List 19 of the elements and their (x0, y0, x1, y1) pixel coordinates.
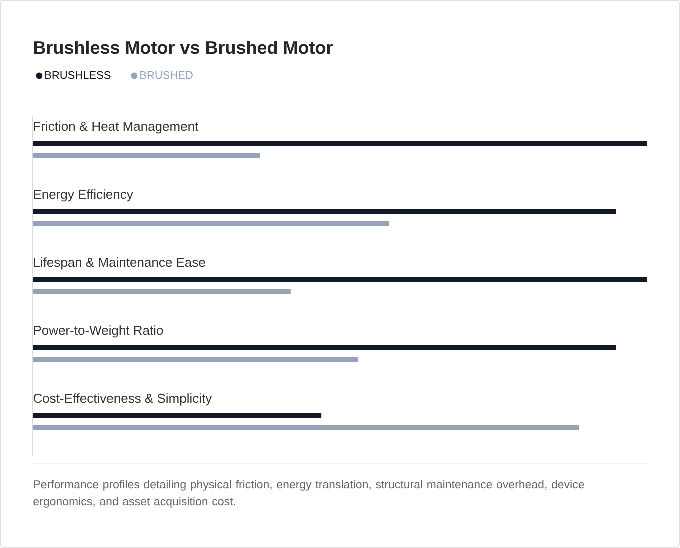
bar (33, 209, 616, 214)
chart-title: Brushless Motor vs Brushed Motor (34, 40, 333, 54)
bar (33, 413, 322, 418)
bar (33, 153, 260, 158)
bar (33, 142, 647, 146)
legend-label: BRUSHED (140, 71, 193, 80)
text: Performance profiles detailing physical friction, energy translation, structural maintenance overhead, device ergonomics, and asset acquisition cost. (34, 480, 584, 508)
y-tick-label: Power-to-Weight Ratio (34, 326, 164, 338)
bar (33, 425, 580, 430)
bar (33, 289, 291, 294)
bar (33, 357, 358, 362)
bar (33, 221, 390, 226)
y-tick-label: Friction & Heat Management (34, 122, 199, 134)
legend-label: BRUSHLESS (46, 71, 111, 80)
y-tick-label: Energy Efficiency (34, 190, 134, 202)
bar (33, 345, 616, 350)
y-tick-label: Lifespan & Maintenance Ease (34, 258, 206, 270)
y-tick-label: Cost-Effectiveness & Simplicity (34, 394, 212, 406)
bar (33, 277, 647, 282)
